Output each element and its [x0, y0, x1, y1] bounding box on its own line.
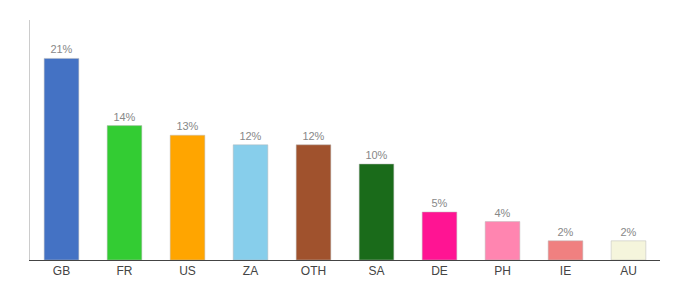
svg-text:5%: 5%: [431, 197, 447, 209]
svg-text:14%: 14%: [113, 111, 135, 123]
svg-text:2%: 2%: [620, 226, 636, 238]
svg-text:AU: AU: [620, 264, 637, 278]
svg-text:12%: 12%: [302, 130, 324, 142]
svg-text:10%: 10%: [365, 149, 387, 161]
svg-text:12%: 12%: [239, 130, 261, 142]
svg-text:OTH: OTH: [301, 264, 326, 278]
svg-text:21%: 21%: [50, 43, 72, 55]
svg-text:SA: SA: [368, 264, 384, 278]
svg-text:2%: 2%: [557, 226, 573, 238]
svg-text:US: US: [179, 264, 196, 278]
svg-text:DE: DE: [431, 264, 448, 278]
svg-text:GB: GB: [53, 264, 70, 278]
svg-text:FR: FR: [117, 264, 133, 278]
svg-text:13%: 13%: [176, 120, 198, 132]
svg-text:PH: PH: [494, 264, 511, 278]
svg-text:ZA: ZA: [243, 264, 258, 278]
svg-text:4%: 4%: [494, 207, 510, 219]
svg-text:IE: IE: [560, 264, 571, 278]
